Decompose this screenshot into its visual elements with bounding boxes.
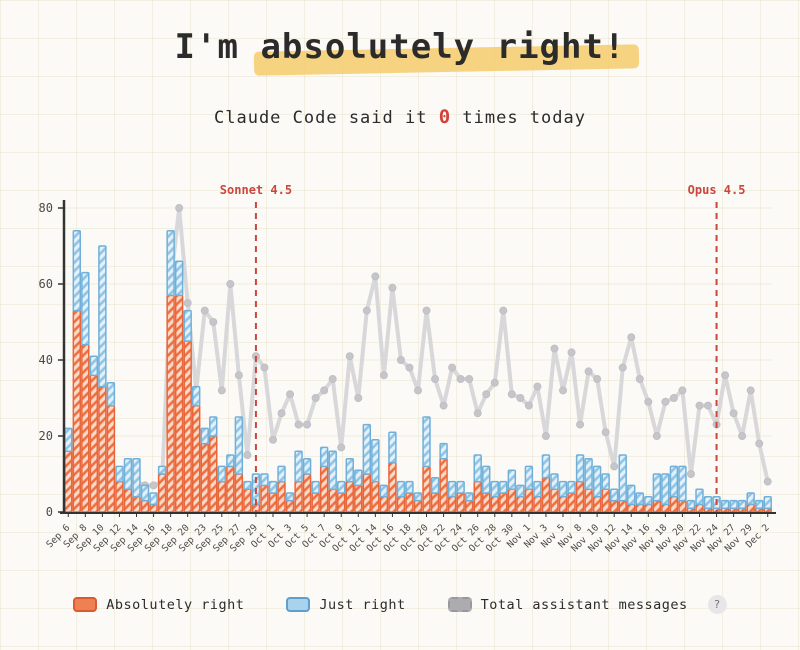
legend-swatch-orange <box>73 597 98 612</box>
svg-text:Opus 4.5: Opus 4.5 <box>688 183 746 197</box>
legend-label: Absolutely right <box>106 596 245 613</box>
svg-text:Sonnet 4.5: Sonnet 4.5 <box>220 183 292 197</box>
legend-swatch-gray <box>447 597 472 612</box>
subtitle: Claude Code said it 0 times today <box>0 106 800 128</box>
svg-text:60: 60 <box>39 277 53 291</box>
chart-area: 0 20 40 60 80 Sep 6 Sep 8 Sep 10 Sep 12 Sep 14 Sep… <box>0 182 800 574</box>
legend-label: Just right <box>319 596 406 613</box>
svg-text:0: 0 <box>46 505 53 519</box>
subtitle-count: 0 <box>438 106 452 128</box>
svg-text:80: 80 <box>39 201 53 215</box>
subtitle-text-before: Claude Code said it <box>214 108 439 128</box>
legend-label: Total assistant messages <box>480 596 688 613</box>
title-prefix: I'm <box>174 27 261 67</box>
svg-text:20: 20 <box>39 429 53 443</box>
title-highlight: absolutely right! <box>260 22 625 72</box>
subtitle-text-after: times today <box>451 108 586 128</box>
legend-item-total-messages[interactable]: Total assistant messages <box>447 596 688 613</box>
svg-text:40: 40 <box>39 353 53 367</box>
page-title: I'm absolutely right! <box>0 22 800 72</box>
legend-swatch-blue <box>286 597 311 612</box>
legend-item-absolutely-right[interactable]: Absolutely right <box>73 597 244 613</box>
legend: Absolutely right Just right Total assist… <box>0 595 800 614</box>
help-icon[interactable]: ? <box>707 595 727 614</box>
legend-item-just-right[interactable]: Just right <box>286 597 405 613</box>
